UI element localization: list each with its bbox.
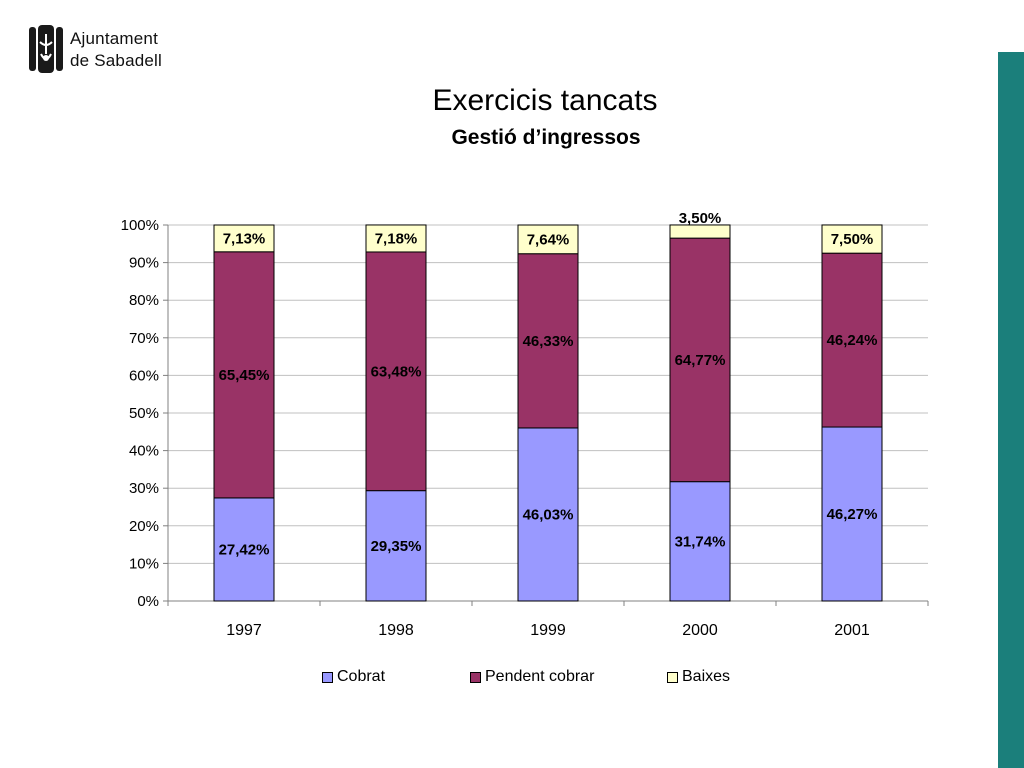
bar-pendent-cobrar [517,253,579,429]
y-tick-label: 0% [137,593,159,610]
page-subtitle: Gestió d’ingressos [451,126,641,149]
bar-baixes [517,224,579,255]
sabadell-emblem-icon [29,25,63,73]
y-tick-label: 80% [129,292,159,309]
legend-label: Baixes [682,668,731,685]
bar-baixes [213,224,275,253]
page-title: Exercicis tancats [432,84,658,117]
legend-label: Cobrat [337,668,386,685]
y-tick-label: 70% [129,330,159,347]
bar-pendent-cobrar [821,252,883,428]
x-tick-label: 2001 [834,622,870,639]
y-tick-label: 90% [129,255,159,272]
legend-swatch [470,671,481,683]
data-label: 29,35% [371,538,422,555]
legend-swatch [322,671,333,683]
y-tick-label: 10% [129,555,159,572]
logo-text-line2: de Sabadell [70,51,162,70]
bar-baixes [821,224,883,254]
data-label: 7,64% [527,231,570,248]
bar-cobrat [365,490,427,602]
data-label: 46,27% [827,506,878,523]
data-label: 46,33% [523,333,574,350]
data-label: 64,77% [675,352,726,369]
bar-cobrat [517,427,579,602]
data-label: 27,42% [219,541,270,558]
data-label: 7,18% [375,230,418,247]
legend-item: Baixes [667,668,730,686]
legend-swatch [667,671,678,683]
x-tick-label: 1998 [378,622,414,639]
data-label: 65,45% [219,367,270,384]
data-label: 7,13% [223,230,266,247]
x-tick-label: 1999 [530,622,566,639]
bar-cobrat [213,497,275,602]
data-label: 7,50% [831,231,874,248]
data-label: 31,74% [675,533,726,550]
legend-item: Pendent cobrar [470,668,594,686]
y-tick-label: 100% [121,217,159,234]
data-label: 63,48% [371,363,422,380]
ajuntament-logo: Ajuntament de Sabadell [28,24,178,74]
y-tick-label: 30% [129,480,159,497]
bar-baixes [365,224,427,253]
bar-pendent-cobrar [213,251,275,499]
logo-text-line1: Ajuntament [70,29,158,48]
data-label: 3,50% [679,210,722,227]
legend-label: Pendent cobrar [485,668,595,685]
y-tick-label: 40% [129,443,159,460]
data-label: 46,03% [523,506,574,523]
y-tick-label: 20% [129,518,159,535]
x-tick-label: 2000 [682,622,718,639]
chart-legend: Cobrat Pendent cobrar Baixes [0,668,1024,690]
bar-baixes [669,224,731,239]
bar-cobrat [821,426,883,602]
y-tick-label: 50% [129,405,159,422]
y-tick-label: 60% [129,367,159,384]
data-label: 46,24% [827,332,878,349]
x-tick-label: 1997 [226,622,262,639]
bar-pendent-cobrar [365,251,427,492]
bar-cobrat [669,481,731,602]
legend-item: Cobrat [322,668,385,686]
decorative-side-band [998,52,1024,768]
bar-pendent-cobrar [669,237,731,483]
